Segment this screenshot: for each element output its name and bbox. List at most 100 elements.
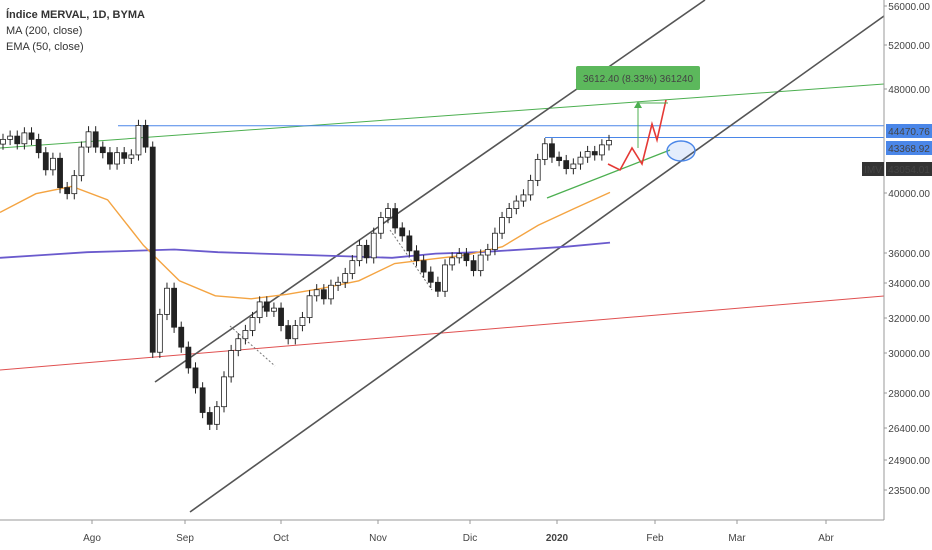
candle [442,259,448,297]
candle [121,147,128,164]
candle-body [242,330,249,340]
candle-body [35,138,42,154]
candle [14,130,21,150]
candle [178,321,185,353]
candle-body [107,152,113,165]
candle-body [285,325,292,340]
candle [527,174,534,201]
candle [206,406,213,431]
ema50-line [0,185,611,300]
candle-body [78,146,85,177]
candle [306,290,313,324]
candle [114,147,120,170]
candle-body [192,367,199,389]
channel-upper-line [154,0,706,383]
candle-body [99,146,106,154]
price-tick-24900: 24900.00 [888,456,930,467]
candle [492,227,498,256]
candle [235,333,242,357]
price-label-44470-bg [886,124,932,138]
candle-body [456,253,463,259]
red-trendline [0,295,885,371]
candle [584,145,591,163]
candle-body [377,217,384,234]
candle-body [256,301,263,318]
candle [399,222,406,242]
candle-body [598,144,605,156]
candle [406,230,413,257]
candle-body [434,281,441,292]
candle-body [271,307,277,312]
time-label-ago: Ago [83,533,101,544]
price-label-43368: 43368.92 [888,144,930,155]
candle-body [235,338,242,351]
price-scale [884,0,932,550]
price-tick-56000: 56000.00 [888,2,930,13]
candle [185,341,192,374]
candle-body [556,156,562,161]
candle [228,344,235,383]
candle-body [263,301,270,312]
candle-body [406,235,413,252]
candle-body [156,313,163,353]
candle [42,147,49,176]
candle [570,158,577,175]
time-label-feb: Feb [646,533,664,544]
price-tick-26400: 26400.00 [888,424,930,435]
candle-body [499,217,505,234]
time-label-2020: 2020 [546,533,569,544]
candle-body [363,244,370,259]
candle-body [484,249,491,256]
candle [85,126,92,153]
candle-body [278,307,284,326]
candle-body [591,151,598,156]
candle-body [92,131,99,148]
candle [164,282,170,321]
candle [349,255,356,280]
candle-body [520,194,527,202]
candle-body [606,140,612,146]
candle-body [563,160,570,170]
candle [377,211,384,239]
candle [499,211,505,239]
candle-body [370,232,377,259]
candle [320,284,327,305]
candle [35,133,42,159]
candle [449,252,456,271]
candle-body [335,281,341,286]
candle-body [442,264,448,292]
candle [263,296,270,317]
candle [199,382,206,419]
candle-body [527,179,534,196]
candle-body [427,271,434,283]
candle-body [0,138,6,145]
candle-body [228,350,235,378]
candle [50,152,56,176]
candle-body [349,260,356,274]
candle-body [221,376,227,408]
ma200-line [0,241,611,259]
candle-body [313,289,320,297]
channel-lower-line [189,15,885,513]
candle [463,248,470,267]
candle [213,401,220,431]
ma-legend-item: MA (200, close) [6,25,83,37]
chart-title: Índice MERVAL, 1D, BYMA [6,9,145,21]
candle [299,311,306,332]
candle-body [477,254,484,272]
candle [328,279,334,305]
candle [385,202,391,224]
candle-body [299,317,306,326]
candle [356,239,363,267]
candle-body [534,159,541,181]
measure-label: 3612.40 (8.33%) 361240 [583,74,694,85]
candle [192,362,199,394]
measure-arrow-head [634,101,642,108]
measure-label-box [576,66,700,90]
candle-body [399,227,406,237]
candle-body [420,260,427,273]
projection-path [607,99,667,172]
time-label-dic: Dic [463,533,477,544]
price-label-44470: 44470.76 [888,127,930,138]
